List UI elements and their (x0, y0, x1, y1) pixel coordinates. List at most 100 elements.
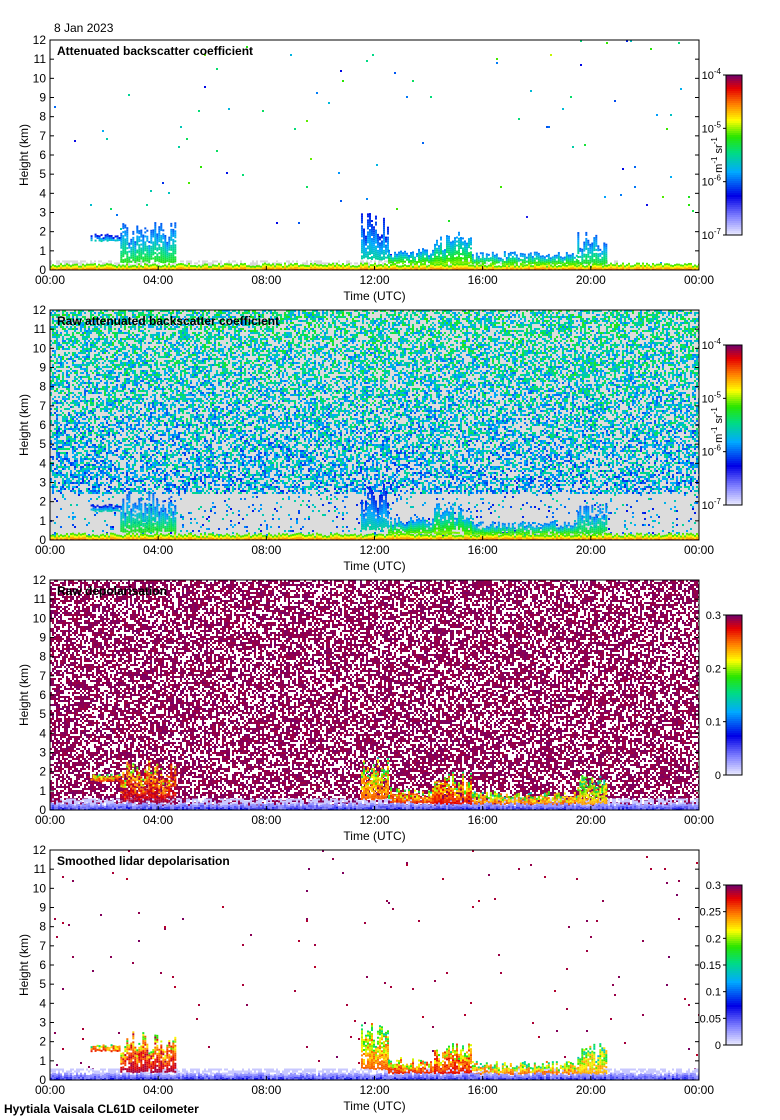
colorbar-swatch (726, 459, 742, 462)
colorbar-swatch (726, 751, 742, 754)
y-tick-label: 6 (39, 418, 46, 432)
colorbar-swatch (726, 135, 742, 138)
colorbar-swatch (726, 473, 742, 476)
heatmap-cells (50, 40, 699, 270)
colorbar-swatch (726, 763, 742, 766)
colorbar-swatch (726, 1013, 742, 1016)
colorbar-swatch (726, 685, 742, 688)
colorbar-swatch (726, 669, 742, 672)
colorbar-swatch (726, 443, 742, 446)
x-tick-label: 16:00 (468, 813, 498, 827)
colorbar-swatch (726, 677, 742, 680)
colorbar-swatch (726, 1037, 742, 1040)
colorbar-swatch (726, 363, 742, 366)
footer-instrument: Hyytiala Vaisala CL61D ceilometer (4, 1102, 199, 1116)
panels: Attenuated backscatter coefficient012345… (17, 33, 743, 1113)
colorbar-swatch (726, 929, 742, 932)
colorbar-swatch (726, 675, 742, 678)
heatmap-image (50, 40, 699, 270)
colorbar-swatch (726, 709, 742, 712)
colorbar-swatch (726, 999, 742, 1002)
colorbar-swatch (726, 993, 742, 996)
colorbar-swatch (726, 125, 742, 128)
y-tick-label: 9 (39, 91, 46, 105)
colorbar-swatch (726, 1005, 742, 1008)
panel-title: Attenuated backscatter coefficient (57, 44, 253, 58)
y-tick-label: 12 (33, 843, 47, 857)
colorbar-tick-label: 10-7 (702, 227, 722, 242)
colorbar-swatch (726, 761, 742, 764)
colorbar-swatch (726, 705, 742, 708)
colorbar-tick-label: 10-4 (702, 337, 722, 352)
x-tick-label: 20:00 (576, 273, 606, 287)
colorbar-swatch (726, 1007, 742, 1010)
colorbar-swatch (726, 627, 742, 630)
colorbar-swatch (726, 667, 742, 670)
colorbar-swatch (726, 969, 742, 972)
colorbar-swatch (726, 975, 742, 978)
colorbar-swatch (726, 703, 742, 706)
colorbar-swatch (726, 1039, 742, 1042)
colorbar-swatch (726, 195, 742, 198)
colorbar-swatch (726, 427, 742, 430)
colorbar-swatch (726, 657, 742, 660)
colorbar-swatch (726, 457, 742, 460)
colorbar-swatch (726, 749, 742, 752)
colorbar-swatch (726, 499, 742, 502)
panel-4: Smoothed lidar depolarisation01234567891… (17, 843, 743, 1113)
colorbar-swatch (726, 943, 742, 946)
colorbar-tick-label: 0 (715, 1040, 721, 1052)
colorbar-swatch (726, 491, 742, 494)
y-tick-label: 1 (39, 784, 46, 798)
colorbar-swatch (726, 383, 742, 386)
colorbar-swatch (726, 139, 742, 142)
colorbar-swatch (726, 221, 742, 224)
colorbar-swatch (726, 455, 742, 458)
colorbar-swatch (726, 345, 742, 348)
colorbar-swatch (726, 653, 742, 656)
colorbar-swatch (726, 381, 742, 384)
colorbar-unit: m-1 sr-1 (710, 407, 725, 443)
colorbar-swatch (726, 385, 742, 388)
colorbar-swatch (726, 899, 742, 902)
colorbar-swatch (726, 127, 742, 130)
y-tick-label: 1 (39, 244, 46, 258)
colorbar-swatch (726, 631, 742, 634)
x-tick-label: 00:00 (35, 273, 65, 287)
x-tick-label: 08:00 (251, 813, 281, 827)
x-tick-label: 00:00 (684, 273, 714, 287)
colorbar-swatch (726, 187, 742, 190)
y-tick-label: 5 (39, 167, 46, 181)
colorbar-tick-label: 0.2 (706, 663, 721, 675)
colorbar-swatch (726, 941, 742, 944)
y-tick-label: 3 (39, 746, 46, 760)
colorbar-swatch (726, 887, 742, 890)
colorbar-swatch (726, 727, 742, 730)
colorbar-swatch (726, 979, 742, 982)
colorbar-swatch (726, 1009, 742, 1012)
colorbar-tick-label: 0.3 (706, 610, 721, 622)
y-axis-label: Height (km) (17, 124, 31, 186)
colorbar-swatch (726, 645, 742, 648)
colorbar-swatch (726, 163, 742, 166)
x-axis-label: Time (UTC) (343, 829, 405, 843)
colorbar-swatch (726, 949, 742, 952)
x-tick-label: 00:00 (35, 813, 65, 827)
colorbar-swatch (726, 681, 742, 684)
y-tick-label: 6 (39, 688, 46, 702)
colorbar-swatch (726, 713, 742, 716)
colorbar-swatch (726, 1021, 742, 1024)
colorbar-swatch (726, 207, 742, 210)
colorbar-swatch (726, 995, 742, 998)
panel-title: Raw depolarisation (57, 584, 167, 598)
colorbar-swatch (726, 77, 742, 80)
x-tick-label: 08:00 (251, 273, 281, 287)
colorbar-swatch (726, 377, 742, 380)
colorbar-swatch (726, 193, 742, 196)
colorbar-swatch (726, 1011, 742, 1014)
y-tick-label: 7 (39, 399, 46, 413)
colorbar-swatch (726, 445, 742, 448)
colorbar-swatch (726, 217, 742, 220)
colorbar-swatch (726, 909, 742, 912)
